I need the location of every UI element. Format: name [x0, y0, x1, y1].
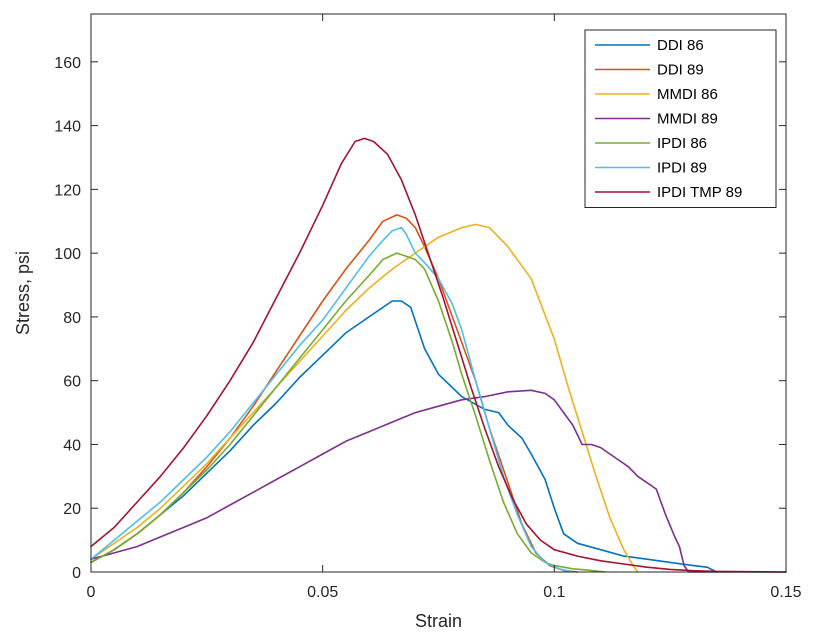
legend-entry-label: DDI 89	[657, 62, 704, 79]
y-axis-label: Stress, psi	[13, 251, 33, 335]
y-tick-label: 0	[72, 565, 81, 582]
y-tick-label: 60	[63, 374, 81, 391]
y-tick-label: 160	[54, 55, 81, 72]
series-line-ipdi-86	[90, 252, 607, 573]
legend: DDI 86 DDI 89 MMDI 86 MMDI 89 IPDI 86 IPDI 89…	[584, 29, 777, 208]
legend-entry-label: IPDI TMP 89	[657, 184, 742, 201]
x-tick-label: 0	[87, 584, 96, 601]
series-line-mmdi-89	[90, 389, 787, 573]
axis-ticks: 0 0.05 0.1 0.15 0 20 40 60 80 100 120 140 160	[54, 14, 802, 601]
series-line-ipdi-tmp-89	[90, 137, 787, 573]
legend-entry-label: IPDI 86	[657, 135, 707, 152]
y-tick-label: 40	[63, 437, 81, 454]
y-tick-label: 20	[63, 501, 81, 518]
x-tick-label: 0.05	[307, 584, 338, 601]
y-tick-label: 100	[54, 246, 81, 263]
legend-entry-label: IPDI 89	[657, 160, 707, 177]
axes-box	[90, 13, 787, 573]
y-tick-label: 80	[63, 310, 81, 327]
y-tick-label: 140	[54, 119, 81, 136]
series-line-ddi-89	[90, 214, 579, 573]
x-tick-label: 0.15	[770, 584, 801, 601]
y-tick-label: 120	[54, 182, 81, 199]
series-line-ddi-86	[90, 300, 718, 573]
legend-entry-label: MMDI 86	[657, 86, 718, 103]
legend-entry-label: DDI 86	[657, 37, 704, 54]
x-tick-label: 0.1	[543, 584, 565, 601]
x-axis-label: Strain	[415, 611, 462, 631]
legend-entry-label: MMDI 89	[657, 111, 718, 128]
plot-area	[90, 137, 787, 573]
